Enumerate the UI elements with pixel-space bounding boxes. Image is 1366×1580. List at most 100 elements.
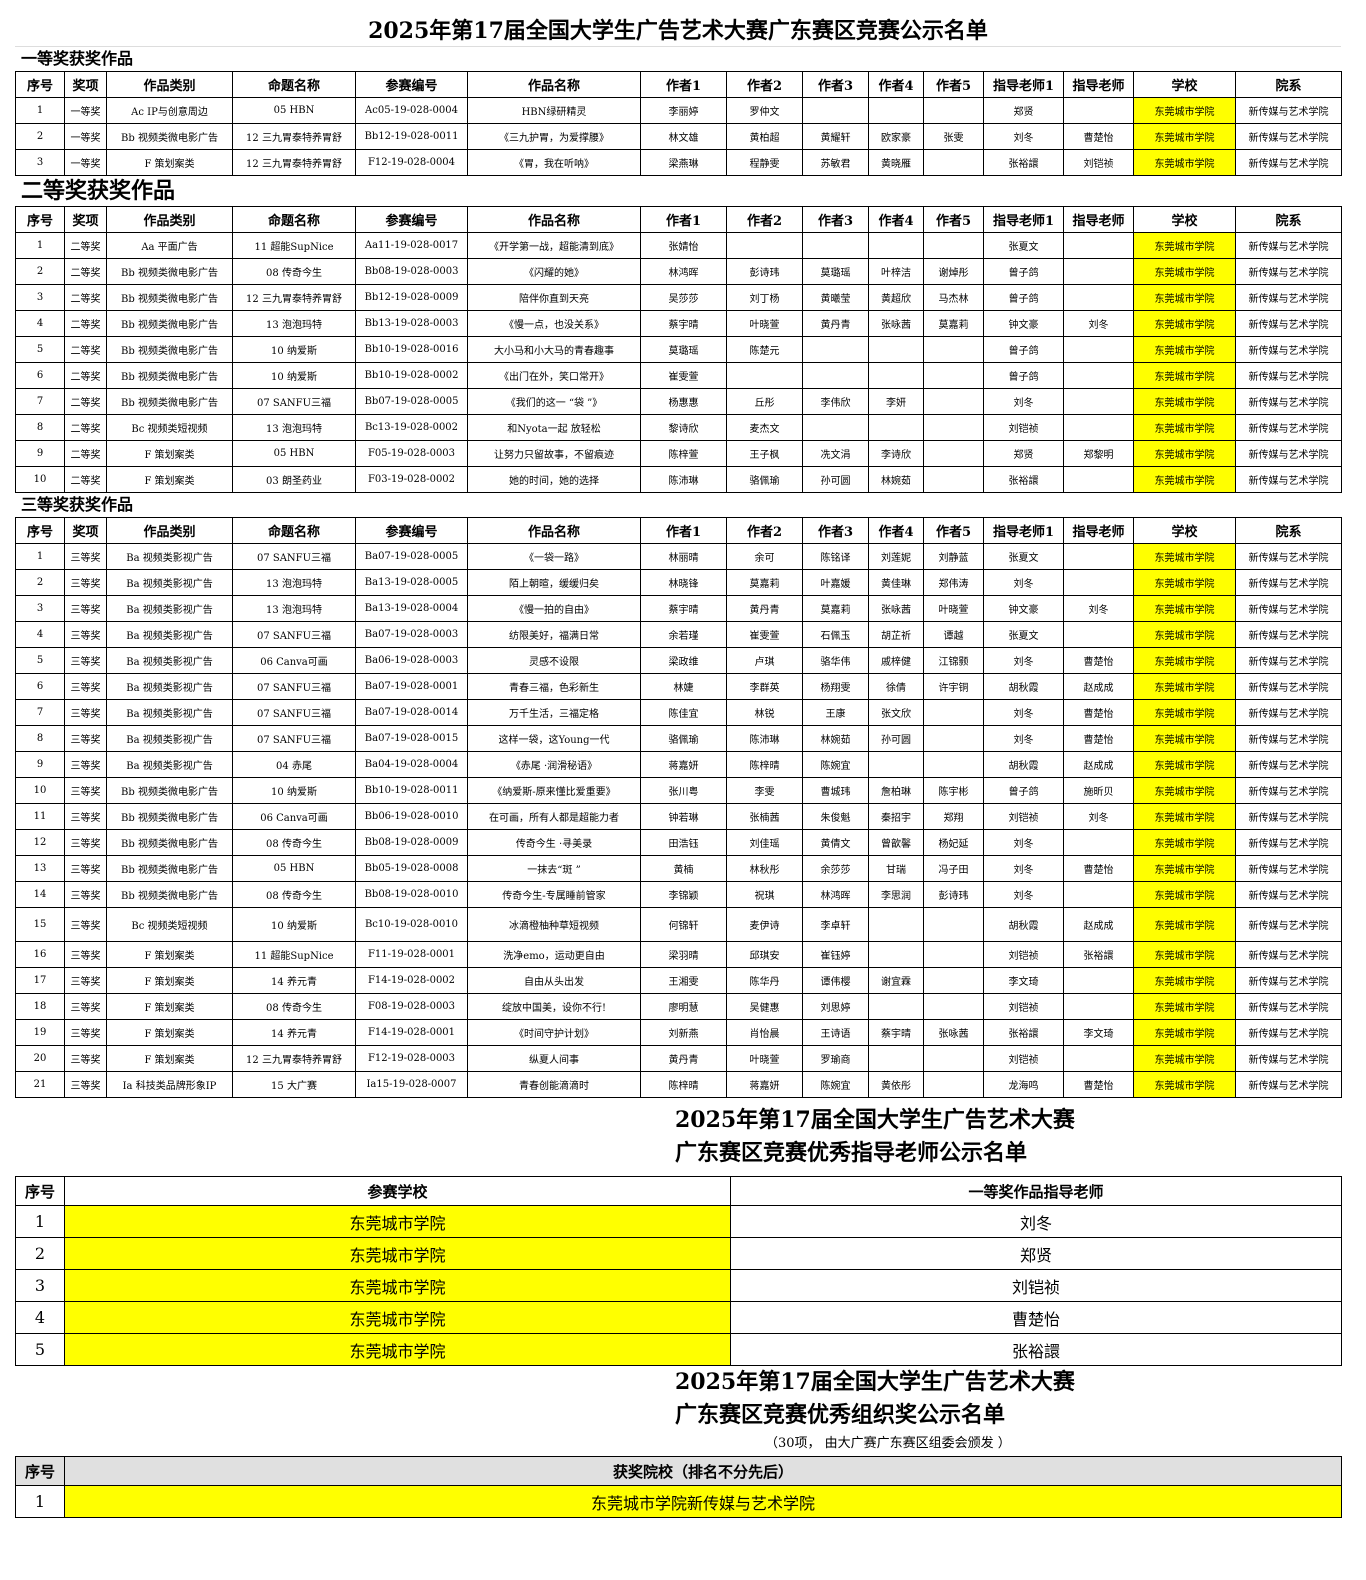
- table-cell: 新传媒与艺术学院: [1235, 440, 1342, 467]
- table-cell: F 策划案类: [106, 466, 233, 493]
- table-cell: 甘瑞: [868, 855, 924, 882]
- table-cell: 冰滴橙柚种草短视频: [467, 907, 641, 942]
- table-cell: 纵夏人间事: [467, 1045, 641, 1072]
- table-cell: 戚梓健: [868, 647, 924, 674]
- table-cell: 东莞城市学院: [1133, 725, 1236, 752]
- table-cell: 东莞城市学院: [1133, 595, 1236, 622]
- table-cell: 三等奖: [64, 699, 107, 726]
- table-cell: [923, 97, 984, 124]
- table-row: 5 二等奖 Bb 视频类微电影广告 10 纳爱斯 Bb10-19-028-0016 大小马…: [15, 336, 1342, 363]
- table-cell: 新传媒与艺术学院: [1235, 232, 1342, 259]
- table-cell: 东莞城市学院: [1133, 123, 1236, 150]
- table-row: 4 三等奖 Ba 视频类影视广告 07 SANFU三福 Ba07-19-028-0003…: [15, 621, 1342, 648]
- table-cell: 新传媒与艺术学院: [1235, 993, 1342, 1020]
- table-cell: 东莞城市学院: [1133, 284, 1236, 311]
- header-cell: 作者5: [923, 71, 984, 98]
- header-cell: 命题名称: [232, 71, 356, 98]
- table-cell: 东莞城市学院: [1133, 149, 1236, 176]
- table-cell: 郑贤: [730, 1237, 1342, 1270]
- table-cell: 新传媒与艺术学院: [1235, 907, 1342, 942]
- table-cell: [802, 232, 869, 259]
- table-cell: 14: [15, 881, 65, 908]
- table-cell: 刘铠祯: [983, 941, 1064, 968]
- table-cell: 12 三九胃泰特养胃舒: [232, 149, 356, 176]
- table-cell: 陈梓晴: [640, 1071, 727, 1098]
- table-row: 8 三等奖 Ba 视频类影视广告 07 SANFU三福 Ba07-19-028-0015…: [15, 725, 1342, 752]
- table-cell: 8: [15, 414, 65, 441]
- table-cell: 东莞城市学院: [1133, 803, 1236, 830]
- table-cell: Bb13-19-028-0003: [355, 310, 468, 337]
- header-cell: 指导老师1: [983, 517, 1064, 544]
- table-cell: 1: [15, 232, 65, 259]
- table-cell: 《出门在外，笑口常开》: [467, 362, 641, 389]
- table-cell: 3: [15, 595, 65, 622]
- table-cell: 王诗语: [802, 1019, 869, 1046]
- table-cell: 6: [15, 362, 65, 389]
- table-cell: 曾子鸽: [983, 362, 1064, 389]
- table-cell: 刘冬: [1063, 803, 1134, 830]
- table-cell: 骆华伟: [802, 647, 869, 674]
- header-cell: 作者4: [868, 71, 924, 98]
- list-title: 广东赛区竞赛优秀指导老师公示名单: [675, 1140, 1028, 1166]
- table-cell: 新传媒与艺术学院: [1235, 310, 1342, 337]
- header-row: 序号 奖项 作品类别 命题名称 参赛编号 作品名称 作者1 作者2 作者3 作者4 作者5 指导老师1…: [15, 517, 1342, 544]
- table-row: 5 三等奖 Ba 视频类影视广告 06 Canva可画 Ba06-19-028-0003…: [15, 647, 1342, 674]
- table-cell: 6: [15, 673, 65, 700]
- table-cell: [1063, 1045, 1134, 1072]
- table-cell: 黄晓雁: [868, 149, 924, 176]
- data-table: 序号 参赛学校 一等奖作品指导老师 1 东莞城市学院 刘冬 2 东莞城市学院 郑贤 3 东莞城市学院…: [15, 1176, 1342, 1366]
- table-cell: Bb 视频类微电影广告: [106, 855, 233, 882]
- table-cell: 二等奖: [64, 414, 107, 441]
- table-cell: 07 SANFU三福: [232, 699, 356, 726]
- table-row: 9 三等奖 Ba 视频类影视广告 04 赤尾 Ba04-19-028-0004 《赤尾 ·…: [15, 751, 1342, 778]
- header-cell: 院系: [1235, 71, 1342, 98]
- table-cell: 刘铠祯: [730, 1269, 1342, 1302]
- table-cell: 青春创能滴滴时: [467, 1071, 641, 1098]
- table-cell: Ba 视频类影视广告: [106, 751, 233, 778]
- table-cell: Ba 视频类影视广告: [106, 647, 233, 674]
- table-cell: 三等奖: [64, 647, 107, 674]
- table-cell: 黄丹青: [640, 1045, 727, 1072]
- table-cell: 刘冬: [983, 725, 1064, 752]
- header-cell: 作者1: [640, 206, 727, 233]
- table-cell: 林晓锋: [640, 569, 727, 596]
- table-cell: 杨惠惠: [640, 388, 727, 415]
- table-cell: 新传媒与艺术学院: [1235, 569, 1342, 596]
- table-cell: 东莞城市学院: [1133, 336, 1236, 363]
- table-cell: 11 超能SupNice: [232, 941, 356, 968]
- table-cell: 新传媒与艺术学院: [1235, 777, 1342, 804]
- table-cell: 2: [15, 569, 65, 596]
- table-cell: [726, 362, 803, 389]
- table-cell: 蔡宇晴: [868, 1019, 924, 1046]
- table-cell: [1063, 336, 1134, 363]
- table-cell: Ac05-19-028-0004: [355, 97, 468, 124]
- header-cell: 学校: [1133, 71, 1236, 98]
- table-cell: 程静雯: [726, 149, 803, 176]
- table-cell: 三等奖: [64, 1071, 107, 1098]
- table-cell: 莫璐瑶: [640, 336, 727, 363]
- table-cell: 06 Canva可画: [232, 647, 356, 674]
- table-cell: 罗瑜商: [802, 1045, 869, 1072]
- table-cell: 张婧怡: [640, 232, 727, 259]
- table-cell: Bb 视频类微电影广告: [106, 336, 233, 363]
- header-cell: 指导老师: [1063, 71, 1134, 98]
- header-cell: 序号: [15, 1176, 65, 1206]
- table-cell: 刘冬: [983, 881, 1064, 908]
- table-cell: 黄耀轩: [802, 123, 869, 150]
- table-cell: Ba 视频类影视广告: [106, 595, 233, 622]
- table-cell: 梁政维: [640, 647, 727, 674]
- table-cell: 东莞城市学院: [1133, 699, 1236, 726]
- table-row: 6 二等奖 Bb 视频类微电影广告 10 纳爱斯 Bb10-19-028-0002 《出门…: [15, 362, 1342, 389]
- table-cell: 05 HBN: [232, 97, 356, 124]
- table-cell: 刘静蓝: [923, 543, 984, 570]
- header-cell: 作品类别: [106, 206, 233, 233]
- table-cell: Bb10-19-028-0016: [355, 336, 468, 363]
- table-cell: [1063, 621, 1134, 648]
- table-cell: Bb12-19-028-0009: [355, 284, 468, 311]
- table-cell: 刘新燕: [640, 1019, 727, 1046]
- table-cell: 张雯: [923, 123, 984, 150]
- table-cell: 东莞城市学院: [64, 1237, 731, 1270]
- table-cell: [868, 336, 924, 363]
- table-cell: [923, 725, 984, 752]
- table-cell: 肖怡晨: [726, 1019, 803, 1046]
